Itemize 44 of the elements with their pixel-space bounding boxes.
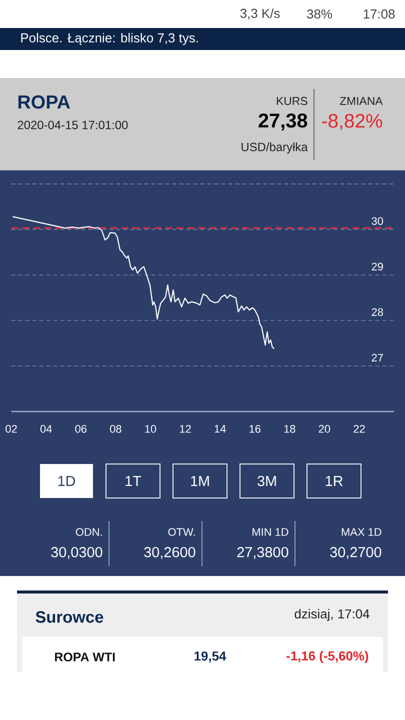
x-tick-label: 14 bbox=[214, 425, 226, 433]
y-tick-label: 28 bbox=[372, 308, 383, 316]
text: -1,16 (-5,60%) bbox=[286, 650, 368, 664]
x-tick-label: 22 bbox=[354, 425, 365, 433]
text: Polsce. Łącznie: blisko 7,3 tys. bbox=[21, 32, 198, 46]
text: 19,54 bbox=[194, 651, 226, 663]
text: 17:08 bbox=[364, 9, 395, 19]
text: ZMIANA bbox=[340, 97, 383, 105]
y-tick-label: 29 bbox=[372, 262, 383, 270]
x-tick-label: 02 bbox=[6, 425, 17, 433]
x-tick-label: 18 bbox=[284, 425, 296, 433]
text: 3,3 K/s bbox=[240, 8, 280, 20]
chart-subtitle: 2020-04-15 17:01:00 bbox=[18, 120, 128, 130]
text: Surowce bbox=[36, 611, 104, 623]
x-tick-label: 04 bbox=[40, 425, 52, 433]
x-tick-label: 16 bbox=[250, 425, 260, 433]
text: 1R bbox=[326, 476, 343, 486]
text: 1M bbox=[191, 476, 209, 486]
text: ROPA WTI bbox=[55, 652, 115, 662]
text: 3M bbox=[258, 476, 276, 486]
text: 38% bbox=[307, 9, 332, 19]
text: MAX 1D bbox=[342, 528, 382, 536]
text: 27,38 bbox=[258, 114, 308, 130]
text: 1D bbox=[58, 476, 76, 486]
text: 30,2700 bbox=[330, 547, 382, 559]
text: MIN 1D bbox=[252, 528, 288, 536]
text: 27,3800 bbox=[237, 547, 288, 559]
text: 1T bbox=[126, 476, 142, 486]
text: 30,2600 bbox=[144, 547, 196, 559]
chart-title: ROPA bbox=[18, 95, 70, 109]
x-tick-label: 20 bbox=[318, 425, 330, 433]
text: USD/baryłka bbox=[242, 142, 308, 154]
text: -8,82% bbox=[322, 114, 382, 130]
text: ODN. bbox=[76, 528, 102, 536]
text: OTW. bbox=[168, 528, 195, 536]
text: 30,0300 bbox=[51, 547, 102, 559]
y-tick-label: 30 bbox=[372, 217, 384, 225]
x-tick-label: 08 bbox=[110, 425, 122, 433]
y-tick-label: 27 bbox=[372, 354, 383, 362]
x-tick-label: 06 bbox=[75, 425, 86, 433]
text: dzisiaj, 17:04 bbox=[294, 608, 370, 622]
x-tick-label: 12 bbox=[180, 425, 191, 433]
x-tick-label: 10 bbox=[145, 425, 156, 433]
text: KURS bbox=[276, 96, 308, 106]
